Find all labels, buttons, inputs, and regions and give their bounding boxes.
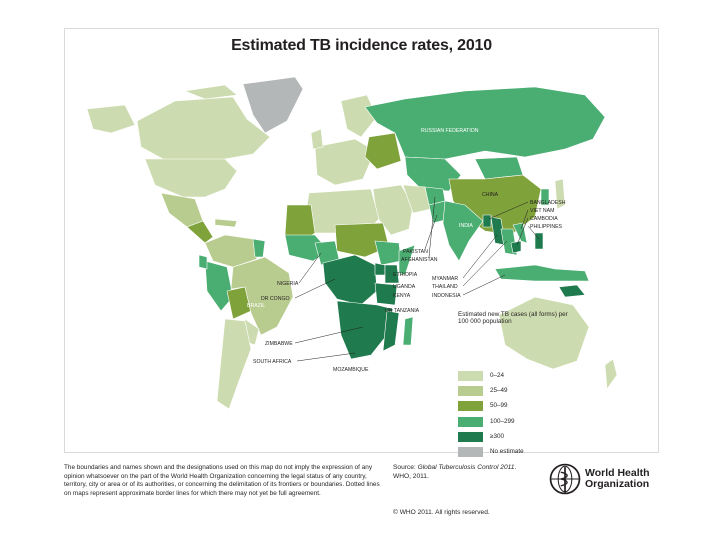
brazil	[230, 256, 294, 336]
who-name: World Health Organization	[585, 468, 650, 490]
arctic-islands	[183, 84, 238, 100]
legend-swatch	[458, 431, 483, 442]
label-bangladesh: BANGLADESH	[530, 200, 566, 206]
mozambique	[382, 310, 400, 352]
label-cambodia: CAMBODIA	[530, 216, 558, 222]
australia	[498, 296, 590, 370]
label-mozambique: MOZAMBIQUE	[333, 367, 369, 373]
label-uganda: UGANDA	[393, 284, 416, 290]
source-label: Source:	[393, 464, 416, 471]
legend-label: ≥300	[490, 432, 504, 440]
mexico	[160, 192, 204, 228]
label-thailand: THAILAND	[432, 284, 458, 290]
canada	[136, 96, 271, 162]
legend-swatch	[458, 386, 483, 397]
label-russian-federation: RUSSIAN FEDERATION	[421, 128, 479, 134]
label-ethiopia: ETHIOPIA	[393, 272, 418, 278]
disclaimer-text: The boundaries and names shown and the d…	[64, 464, 380, 497]
scandinavia	[340, 94, 378, 138]
legend-swatch	[458, 447, 483, 457]
legend-item: 0–24	[458, 371, 578, 382]
who-name-line1: World Health	[585, 467, 650, 479]
uk	[310, 128, 324, 150]
legend-label: 25–49	[490, 387, 508, 395]
kenya	[384, 264, 400, 284]
label-southafrica: SOUTH AFRICA	[253, 359, 292, 365]
legend-label: No estimate	[490, 448, 524, 455]
legend-label: 50–99	[490, 402, 508, 410]
central-africa	[322, 254, 378, 306]
southern-africa	[336, 300, 394, 360]
chad-sudan	[334, 222, 390, 258]
legend-label: 0–24	[490, 372, 505, 379]
copyright-text: © WHO 2011. All rights reserved.	[393, 509, 490, 516]
legend-swatch	[458, 401, 483, 412]
label-brazil: BRAZIL	[247, 303, 265, 309]
legend-item: 25–49	[458, 386, 578, 397]
argentina	[216, 318, 252, 410]
peru	[204, 260, 234, 312]
legend-item: 100–299	[458, 416, 578, 428]
map-panel: Estimated TB incidence rates, 2010	[64, 28, 659, 457]
north-south-america	[204, 234, 258, 268]
label-nigeria: NIGERIA	[277, 281, 299, 287]
label-myanmar: MYANMAR	[432, 276, 458, 282]
vietnam	[512, 222, 528, 244]
alaska	[86, 104, 136, 134]
new-zealand	[604, 358, 618, 390]
label-zimbabwe: ZIMBABWE	[265, 341, 293, 347]
central-asia	[404, 156, 462, 192]
uganda	[374, 262, 386, 276]
ethiopia	[374, 240, 402, 266]
eastern-europe	[364, 132, 402, 170]
source-rest: . WHO, 2011.	[393, 464, 517, 480]
label-pakistan: PAKISTAN	[403, 249, 428, 255]
central-america	[186, 220, 214, 244]
usa	[144, 158, 238, 198]
label-indonesia: INDONESIA	[432, 293, 461, 299]
legend-label: 100–299	[490, 417, 515, 425]
papua-new-guinea	[558, 284, 586, 298]
madagascar	[402, 316, 414, 346]
india	[442, 200, 484, 262]
source-note: Source: Global Tuberculosis Control 2011…	[393, 464, 533, 481]
legend-item: No estimate	[458, 447, 578, 458]
legend-item: 50–99	[458, 401, 578, 412]
label-tanzania: UR TANZANIA	[385, 308, 420, 314]
legend-item: ≥300	[458, 431, 578, 443]
somalia	[398, 244, 416, 276]
label-vietnam: VIET NAM	[530, 208, 554, 214]
label-kenya: KENYA	[393, 293, 411, 299]
ecuador	[198, 254, 208, 270]
source-title: Global Tuberculosis Control 2011	[417, 464, 515, 471]
who-emblem-icon	[549, 463, 581, 495]
japan	[554, 178, 566, 210]
label-india: INDIA	[459, 223, 473, 229]
bangladesh	[482, 214, 492, 228]
who-name-line2: Organization	[585, 478, 650, 490]
legend-swatch	[458, 416, 483, 427]
guianas	[252, 238, 266, 258]
tanzania	[374, 282, 398, 306]
world-map: RUSSIAN FEDERATION CHINA INDIA BRAZIL BA…	[86, 76, 618, 410]
legend-swatch	[458, 371, 483, 381]
cambodia	[510, 240, 522, 254]
indonesia	[494, 264, 590, 282]
label-drcongo: DR CONGO	[261, 296, 290, 302]
korea	[540, 188, 550, 206]
label-philippines: PHILIPPINES	[530, 224, 563, 230]
label-afghanistan: AFGHANISTAN	[401, 257, 438, 263]
russian-federation	[364, 86, 606, 160]
western-europe	[314, 138, 376, 186]
caribbean	[214, 218, 238, 228]
label-china: CHINA	[482, 192, 499, 198]
greenland	[242, 76, 304, 134]
map-title: Estimated TB incidence rates, 2010	[231, 37, 492, 54]
legend-title: Estimated new TB cases (all forms) per 1…	[458, 311, 568, 326]
